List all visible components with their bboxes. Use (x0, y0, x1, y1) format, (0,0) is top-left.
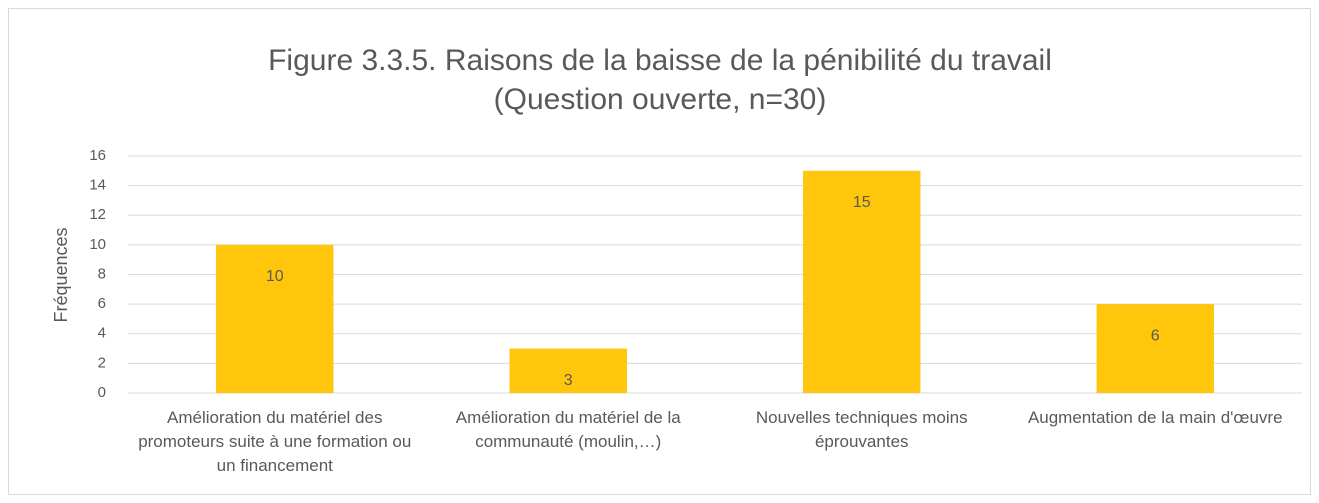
x-tick-label: Amélioration du matériel des promoteurs … (138, 408, 412, 475)
chart-title: Figure 3.3.5. Raisons de la baisse de la… (268, 44, 1052, 77)
y-tick-label: 0 (98, 384, 106, 401)
bar (509, 348, 627, 393)
data-label: 15 (853, 194, 871, 211)
y-tick-label: 14 (89, 177, 106, 194)
data-label: 6 (1151, 327, 1160, 344)
x-tick-label: Nouvelles techniques moins éprouvantes (755, 408, 968, 451)
y-tick-label: 16 (89, 147, 106, 164)
y-tick-label: 8 (98, 265, 106, 282)
y-axis-label: Fréquences (51, 227, 71, 322)
y-tick-label: 12 (89, 206, 106, 223)
bar (803, 170, 921, 393)
data-label: 3 (564, 372, 573, 389)
data-label: 10 (266, 268, 284, 285)
x-tick-label: Augmentation de la main d'œuvre (1027, 408, 1283, 427)
bar (216, 244, 334, 393)
x-tick-label: Amélioration du matériel de la communaut… (455, 408, 681, 451)
bar (1096, 304, 1214, 393)
y-tick-label: 10 (89, 236, 106, 253)
y-tick-label: 2 (98, 354, 106, 371)
y-tick-label: 6 (98, 295, 106, 312)
chart-subtitle: (Question ouverte, n=30) (494, 83, 827, 116)
y-tick-label: 4 (98, 325, 106, 342)
